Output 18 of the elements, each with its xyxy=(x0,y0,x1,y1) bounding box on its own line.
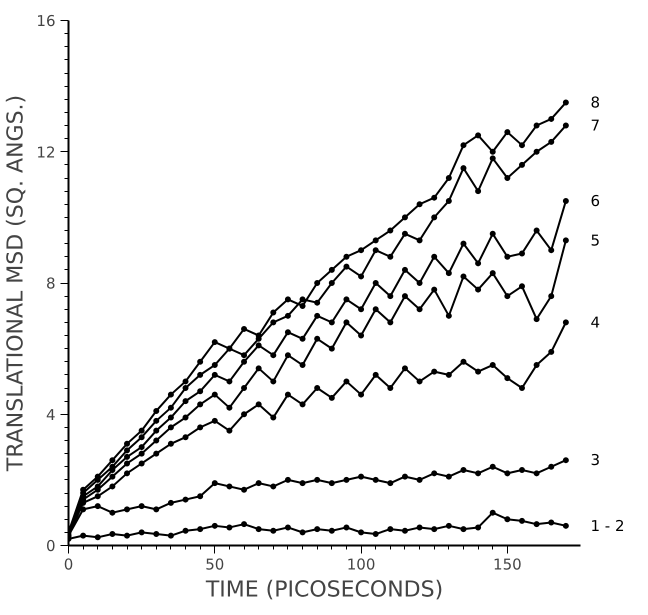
series-label: 1 - 2 xyxy=(590,516,625,535)
y-tick-label: 4 xyxy=(46,406,56,424)
x-tick-label: 150 xyxy=(493,556,522,574)
y-tick-label: 0 xyxy=(46,537,56,555)
y-tick-label: 16 xyxy=(36,12,56,30)
series-label: 3 xyxy=(590,451,600,470)
x-axis-title: TIME (PICOSECONDS) xyxy=(204,578,444,602)
x-tick-label: 50 xyxy=(205,556,224,574)
series-label: 6 xyxy=(590,192,600,210)
y-tick-label: 8 xyxy=(46,274,56,292)
series-label: 4 xyxy=(590,313,600,332)
series-label: 8 xyxy=(590,94,600,112)
series-label: 5 xyxy=(590,231,600,250)
x-tick-label: 0 xyxy=(64,556,74,574)
x-tick-label: 100 xyxy=(346,556,376,574)
series-label: 7 xyxy=(590,116,600,134)
y-axis-title: TRANSLATIONAL MSD (SQ. ANGS.) xyxy=(3,94,28,472)
y-tick-label: 12 xyxy=(36,143,56,162)
